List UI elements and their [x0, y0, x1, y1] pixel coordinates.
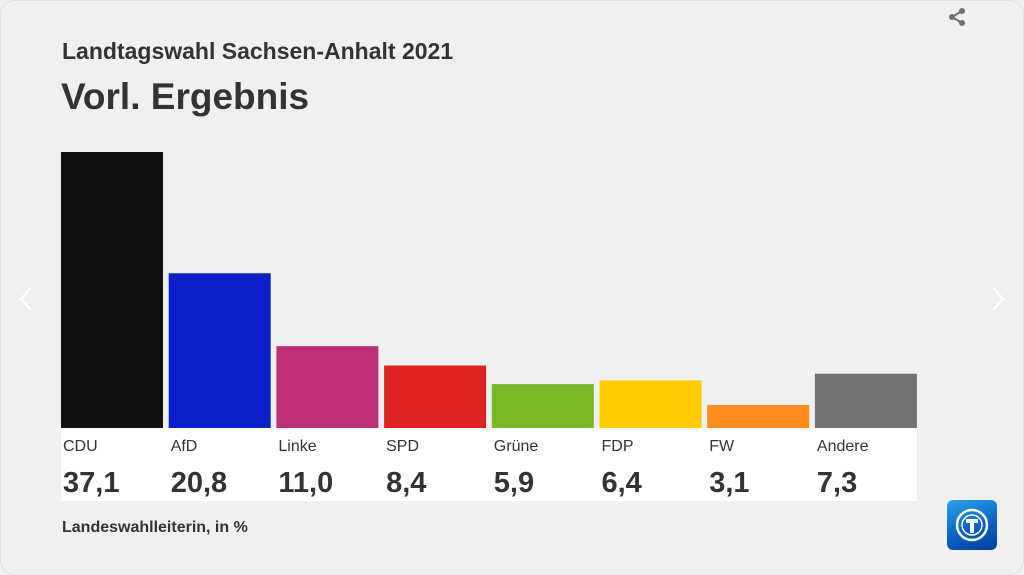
category-label: CDU — [63, 438, 98, 455]
bar-spd[interactable] — [384, 365, 487, 428]
category-label: FDP — [602, 438, 634, 455]
label-panel — [61, 428, 917, 501]
share-icon[interactable] — [946, 6, 968, 28]
chart-title: Vorl. Ergebnis — [61, 76, 310, 117]
value-label: 8,4 — [386, 467, 426, 499]
source-note: Landeswahlleiterin, in % — [62, 519, 248, 536]
category-label: SPD — [386, 438, 419, 455]
chevron-right-icon[interactable] — [988, 286, 1008, 312]
value-label: 7,3 — [817, 467, 857, 499]
bar-afd[interactable] — [168, 273, 271, 428]
bar-fdp[interactable] — [599, 380, 702, 428]
bar-fw[interactable] — [707, 404, 810, 428]
chevron-left-icon[interactable] — [16, 286, 36, 312]
logo-emblem-icon — [955, 508, 989, 542]
bar-linke[interactable] — [276, 346, 379, 428]
category-label: Linke — [278, 438, 316, 455]
value-label: 11,0 — [278, 467, 333, 499]
category-label: Andere — [817, 438, 869, 455]
value-label: 37,1 — [63, 467, 119, 499]
value-label: 3,1 — [709, 467, 749, 499]
value-label: 20,8 — [171, 467, 227, 499]
value-label: 6,4 — [602, 467, 642, 499]
value-label: 5,9 — [494, 467, 534, 499]
bar-andere[interactable] — [814, 373, 917, 428]
category-label: AfD — [171, 438, 198, 455]
tagesschau-logo[interactable] — [947, 500, 997, 550]
category-label: FW — [709, 438, 735, 455]
bar-cdu[interactable] — [61, 152, 163, 428]
category-label: Grüne — [494, 438, 539, 455]
bar-grüne[interactable] — [491, 384, 594, 428]
chart-subtitle: Landtagswahl Sachsen-Anhalt 2021 — [62, 38, 454, 64]
